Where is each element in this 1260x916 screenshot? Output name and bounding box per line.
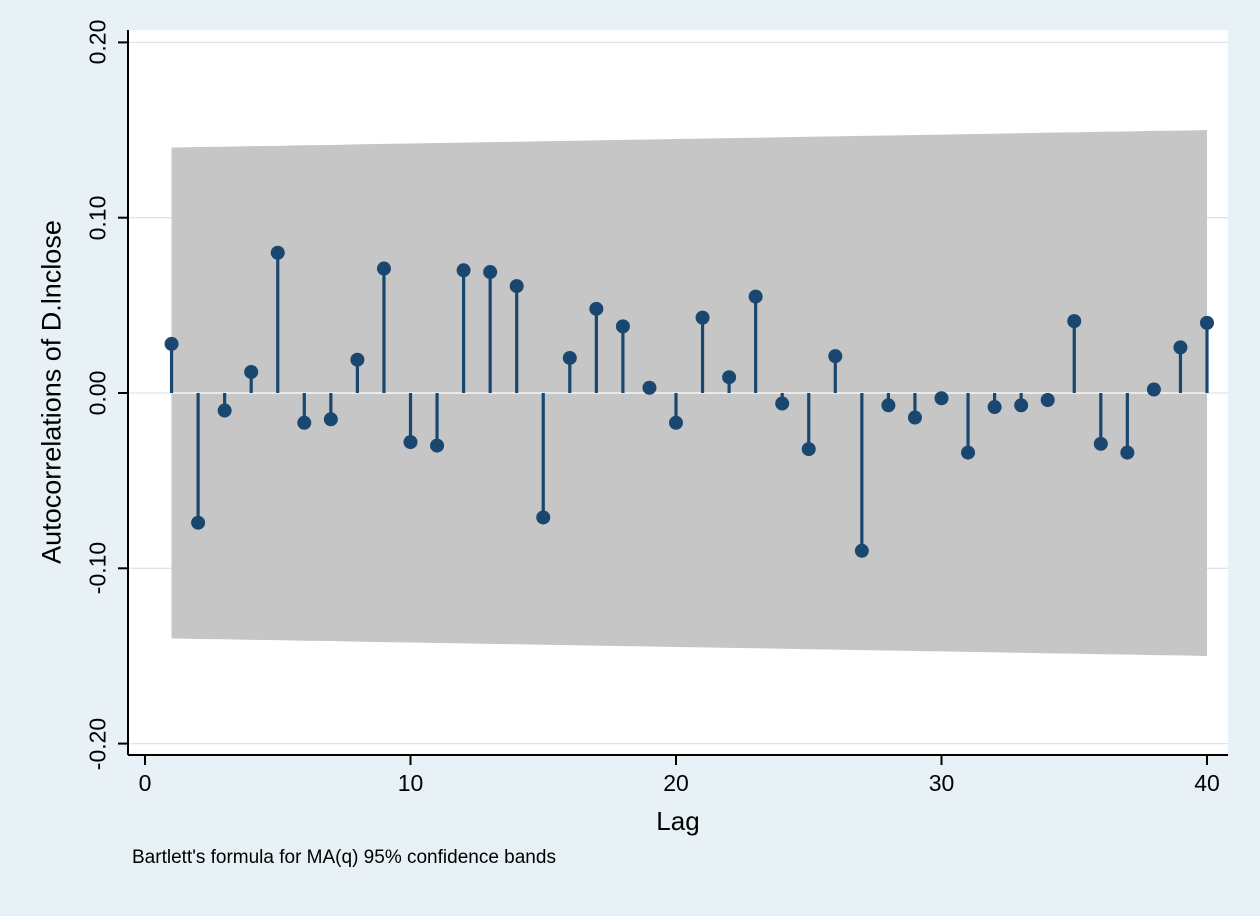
ac-point: [775, 396, 790, 411]
ac-point: [1093, 436, 1108, 451]
ac-point: [642, 380, 657, 395]
ac-point: [376, 261, 391, 276]
ac-point: [483, 265, 498, 280]
ac-point: [828, 349, 843, 364]
ac-point: [217, 403, 232, 418]
ac-point: [1067, 314, 1082, 329]
ac-point: [270, 245, 285, 260]
ac-point: [536, 510, 551, 525]
ac-point: [987, 400, 1002, 415]
ac-point: [1200, 315, 1214, 330]
ac-point: [191, 515, 206, 530]
ac-point: [164, 336, 179, 351]
ac-point: [350, 352, 365, 367]
ac-point: [1014, 398, 1029, 413]
ac-point: [801, 442, 816, 457]
ac-point: [669, 415, 683, 430]
ac-point: [244, 364, 259, 379]
ac-point: [1146, 382, 1161, 397]
ac-point: [403, 435, 418, 450]
ac-point: [456, 263, 471, 278]
ac-point: [748, 289, 763, 304]
ac-point: [1040, 393, 1055, 408]
ac-point: [1173, 340, 1188, 355]
ac-point: [562, 350, 577, 365]
ac-point: [615, 319, 630, 334]
ac-point: [934, 391, 949, 406]
ac-point: [722, 370, 737, 385]
ac-point: [1120, 445, 1135, 460]
ac-point: [589, 301, 604, 316]
ac-point: [430, 438, 445, 453]
ac-point: [509, 279, 524, 294]
ac-point: [907, 410, 922, 425]
ac-point: [854, 543, 869, 558]
ac-point: [881, 398, 896, 413]
ac-point: [297, 415, 312, 430]
ac-point: [323, 412, 338, 427]
ac-point: [961, 445, 976, 460]
ac-point: [695, 310, 710, 325]
